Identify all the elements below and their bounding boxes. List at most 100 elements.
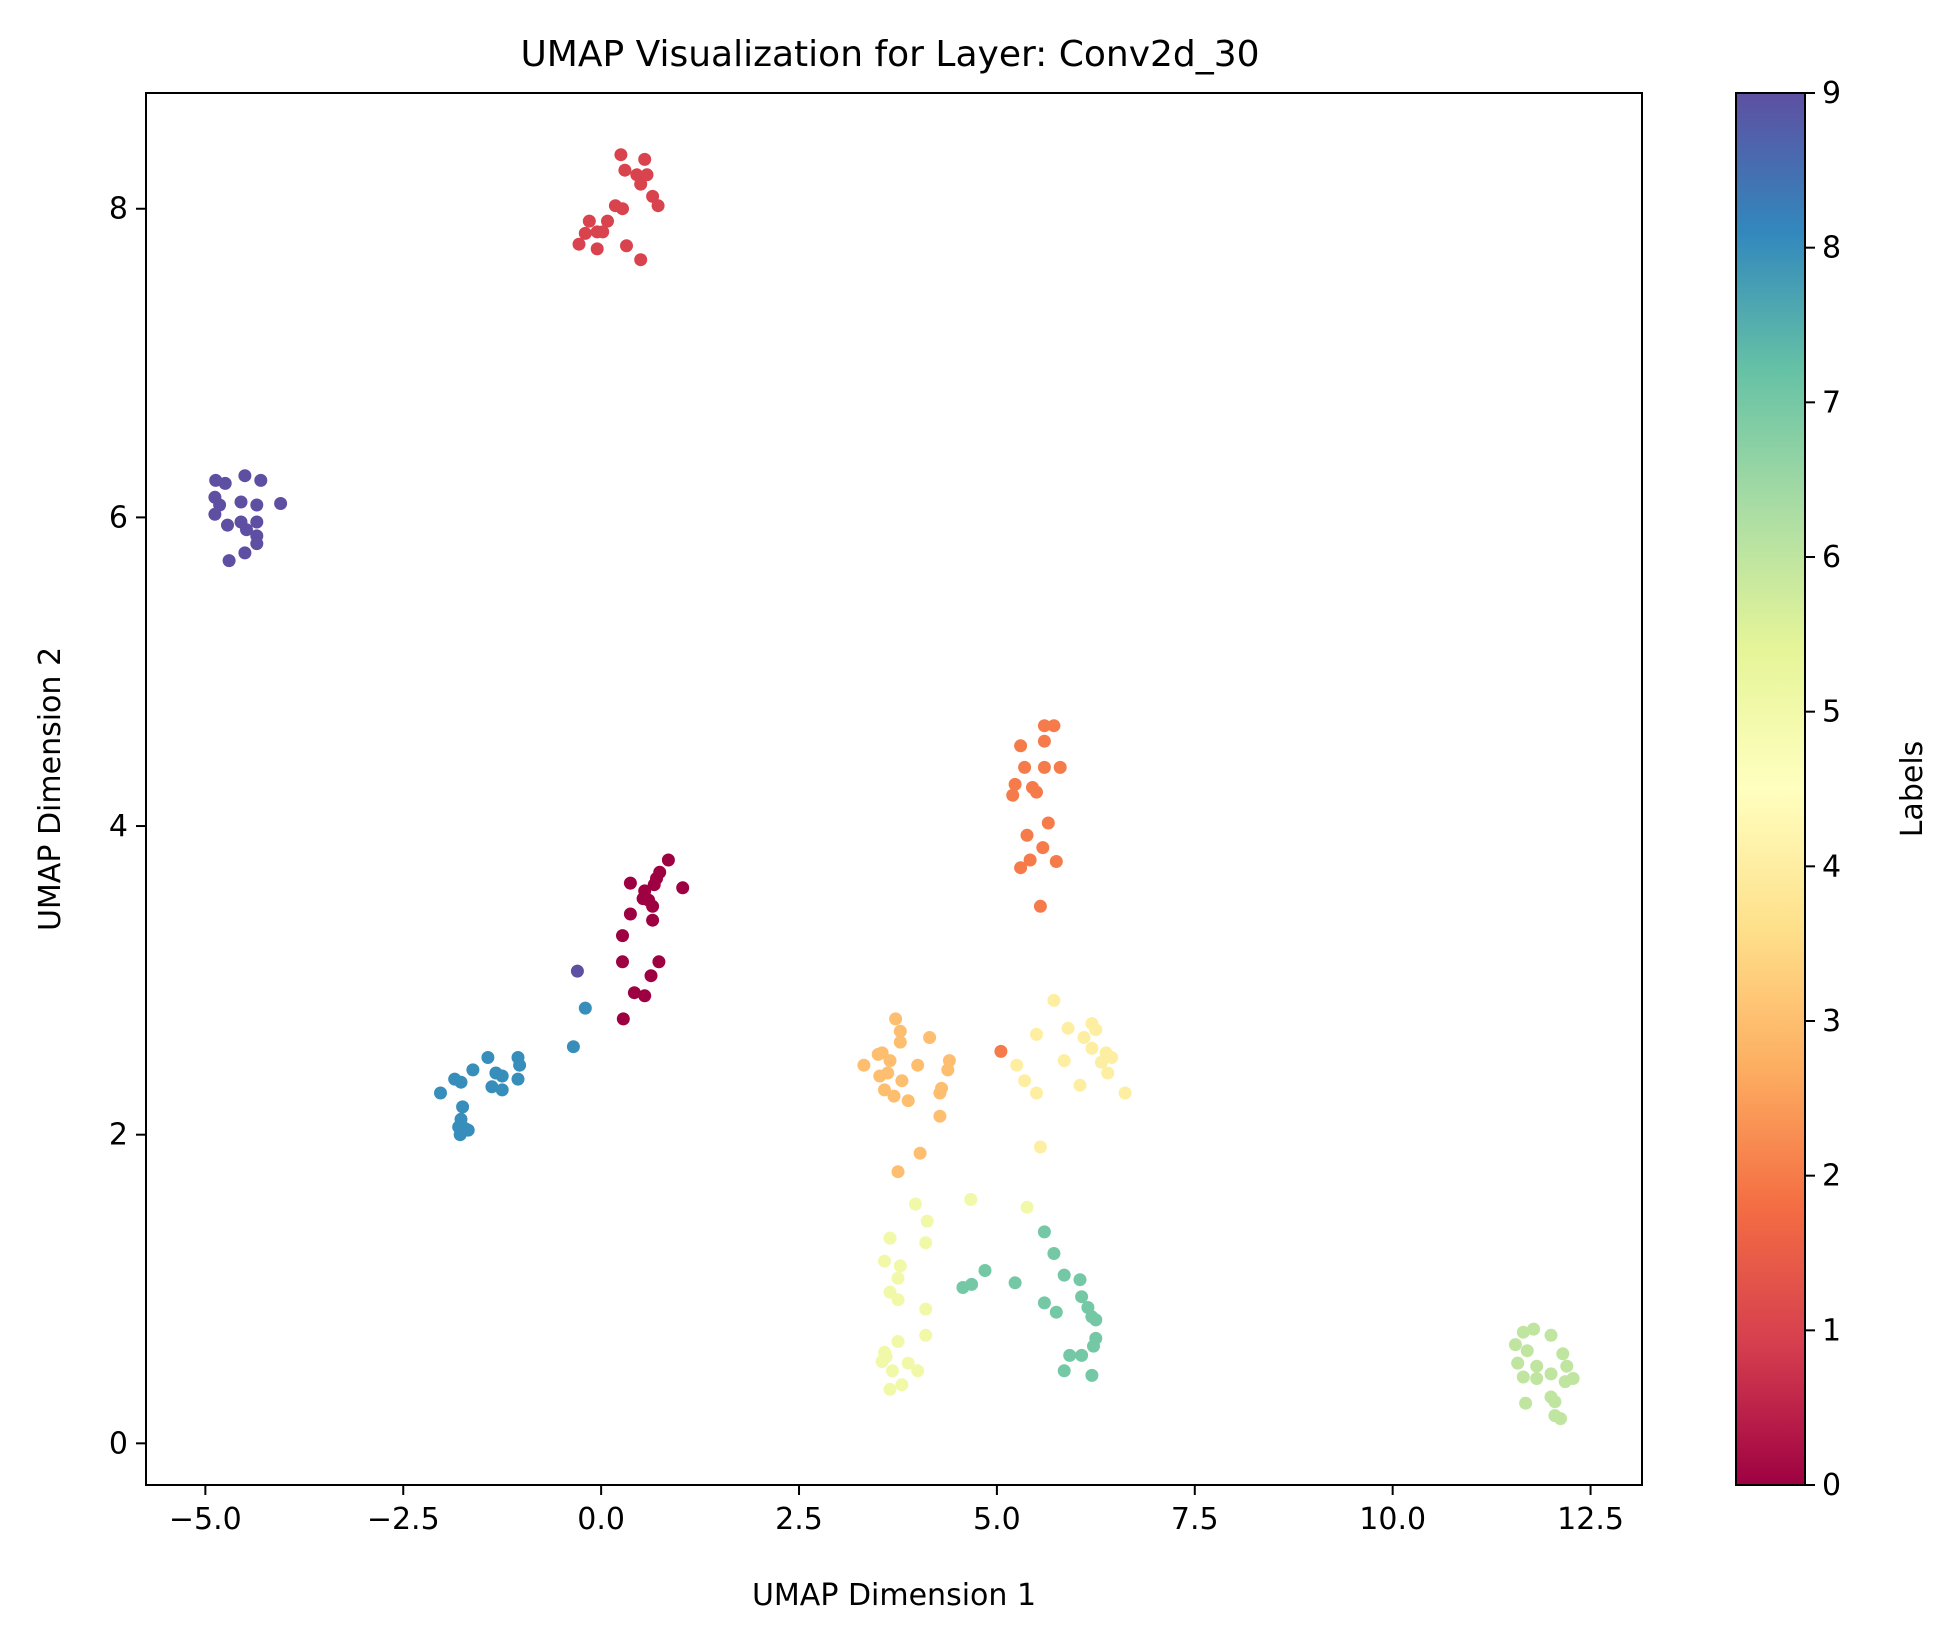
data-point-label-3 (878, 1083, 891, 1097)
data-point-label-2 (1049, 855, 1063, 868)
data-point-label-1 (616, 202, 629, 216)
data-point-label-8 (481, 1051, 495, 1064)
data-point-label-5 (895, 1378, 909, 1392)
data-point-label-4 (1094, 1055, 1108, 1069)
data-point-label-8 (495, 1083, 509, 1097)
data-point-label-3 (911, 1058, 925, 1072)
y-tick-label: 4 (109, 809, 128, 844)
data-point-label-6 (1530, 1359, 1544, 1373)
data-point-label-6 (1516, 1325, 1530, 1339)
data-point-label-4 (1089, 1023, 1103, 1037)
data-point-label-3 (895, 1074, 909, 1088)
data-point-label-8 (566, 1040, 580, 1054)
data-point-label-0 (638, 989, 652, 1003)
y-axis-title: UMAP Dimension 2 (33, 647, 68, 931)
data-point-label-9 (274, 497, 288, 510)
data-point-label-0 (623, 907, 637, 921)
data-point-label-7 (1037, 1296, 1051, 1310)
data-point-label-8 (466, 1063, 480, 1077)
data-point-label-7 (1049, 1305, 1063, 1319)
data-point-label-3 (913, 1146, 927, 1160)
data-point-label-5 (919, 1328, 933, 1342)
data-point-label-9 (250, 537, 264, 551)
data-point-label-9 (240, 523, 253, 537)
chart-title: UMAP Visualization for Layer: Conv2d_30 (520, 34, 1259, 75)
data-point-label-4 (1077, 1031, 1091, 1044)
data-point-label-2 (1006, 788, 1020, 802)
data-point-label-1 (601, 214, 614, 228)
data-point-label-5 (919, 1236, 933, 1250)
data-point-label-0 (627, 986, 641, 1000)
data-point-label-5 (893, 1259, 907, 1273)
data-point-label-7 (1087, 1339, 1100, 1353)
data-point-label-9 (234, 495, 248, 509)
data-point-label-7 (1073, 1273, 1087, 1287)
data-point-label-9 (238, 469, 252, 483)
data-point-label-3 (893, 1035, 907, 1049)
data-point-label-8 (434, 1086, 447, 1100)
data-point-label-3 (933, 1109, 947, 1123)
data-point-label-6 (1544, 1367, 1558, 1381)
data-point-label-3 (891, 1165, 905, 1179)
data-point-label-1 (651, 199, 665, 213)
data-point-label-5 (885, 1364, 899, 1378)
data-point-label-5 (891, 1293, 905, 1307)
colorbar-tick-label: 2 (1822, 1159, 1841, 1194)
data-point-label-0 (644, 969, 658, 983)
data-point-label-0 (646, 899, 660, 913)
data-point-label-0 (623, 876, 637, 890)
data-point-label-2 (1033, 899, 1047, 913)
data-point-label-4 (1057, 1054, 1071, 1068)
colorbar-tick-label: 3 (1822, 1004, 1841, 1039)
data-point-label-8 (495, 1069, 509, 1083)
data-point-label-2 (1037, 760, 1051, 774)
data-point-label-3 (871, 1047, 885, 1061)
data-point-label-6 (1548, 1395, 1562, 1409)
data-point-label-5 (878, 1254, 891, 1268)
data-point-label-5 (911, 1364, 925, 1378)
data-point-label-0 (661, 853, 675, 867)
colorbar-tick-label: 0 (1822, 1468, 1841, 1503)
data-point-label-3 (901, 1094, 915, 1108)
data-point-label-7 (1008, 1276, 1022, 1290)
data-point-label-5 (901, 1356, 915, 1370)
data-point-label-3 (893, 1024, 907, 1038)
colorbar-tick-label: 7 (1822, 385, 1841, 420)
data-point-label-9 (208, 507, 222, 521)
data-point-label-0 (616, 955, 629, 969)
data-point-label-6 (1516, 1370, 1530, 1384)
x-tick-label: 5.0 (973, 1502, 1021, 1537)
data-point-label-8 (456, 1100, 470, 1114)
data-point-label-4 (1101, 1066, 1115, 1080)
data-point-label-6 (1520, 1344, 1534, 1358)
colorbar-tick-label: 8 (1822, 231, 1841, 266)
data-point-label-1 (590, 242, 604, 256)
data-point-label-1 (618, 163, 632, 177)
data-point-label-5 (883, 1231, 897, 1245)
data-point-label-1 (640, 168, 654, 182)
data-point-label-7 (1089, 1313, 1103, 1327)
data-point-label-2 (1047, 719, 1061, 733)
data-point-label-3 (889, 1012, 903, 1026)
data-point-label-9 (570, 964, 584, 978)
data-point-label-0 (652, 955, 666, 969)
data-point-label-5 (875, 1355, 889, 1368)
data-point-label-5 (891, 1335, 905, 1348)
data-point-label-2 (1014, 739, 1028, 753)
data-point-label-6 (1527, 1322, 1541, 1336)
data-point-label-3 (941, 1063, 955, 1077)
data-point-label-6 (1558, 1375, 1572, 1389)
data-point-label-4 (1105, 1051, 1119, 1064)
data-point-label-2 (1030, 785, 1043, 799)
data-point-label-9 (238, 546, 252, 560)
data-point-label-4 (1118, 1086, 1132, 1100)
data-point-label-9 (221, 518, 234, 532)
data-point-label-4 (1010, 1058, 1024, 1072)
plot-frame (145, 92, 1643, 1486)
y-axis-ticks: 0 2 4 6 8 (109, 192, 146, 1461)
data-point-label-0 (676, 881, 690, 895)
colorbar-tick-label: 4 (1822, 849, 1841, 884)
data-point-label-9 (250, 515, 264, 529)
data-point-label-2 (1037, 719, 1051, 733)
